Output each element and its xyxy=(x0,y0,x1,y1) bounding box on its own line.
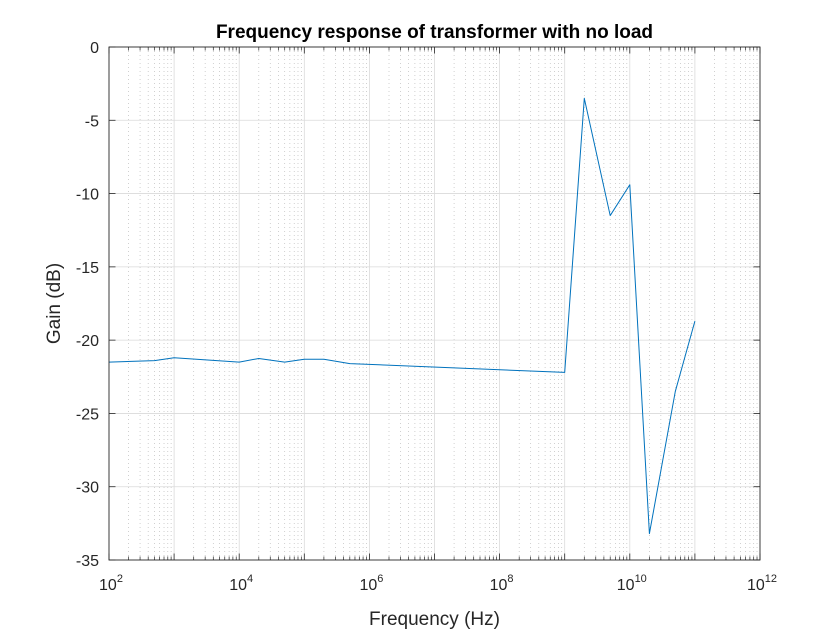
data-layer xyxy=(108,97,696,535)
series-line xyxy=(108,97,696,535)
x-tick-exponent: 6 xyxy=(377,573,383,585)
x-tick-exponent: 8 xyxy=(507,573,513,585)
axes-box xyxy=(108,46,761,561)
x-tick-exponent: 10 xyxy=(635,573,647,585)
y-tick-label: 0 xyxy=(90,40,99,57)
y-tick-label: -20 xyxy=(76,333,99,350)
y-tick-label: -10 xyxy=(76,187,99,204)
x-tick-exponent: 2 xyxy=(117,573,123,585)
y-axis-label: Gain (dB) xyxy=(44,263,65,344)
minor-grid xyxy=(128,47,758,560)
x-axis-label: Frequency (Hz) xyxy=(369,609,500,630)
y-tick-label: -15 xyxy=(76,260,99,277)
y-tick-label: -25 xyxy=(76,406,99,423)
y-tick-label: -35 xyxy=(76,553,99,570)
x-tick-exponent: 4 xyxy=(247,573,253,585)
major-grid xyxy=(109,47,760,560)
y-tick-label: -30 xyxy=(76,480,99,497)
chart-title: Frequency response of transformer with n… xyxy=(216,22,653,43)
x-tick-exponent: 12 xyxy=(765,573,777,585)
y-tick-label: -5 xyxy=(85,113,99,130)
axes-frame xyxy=(108,46,761,561)
